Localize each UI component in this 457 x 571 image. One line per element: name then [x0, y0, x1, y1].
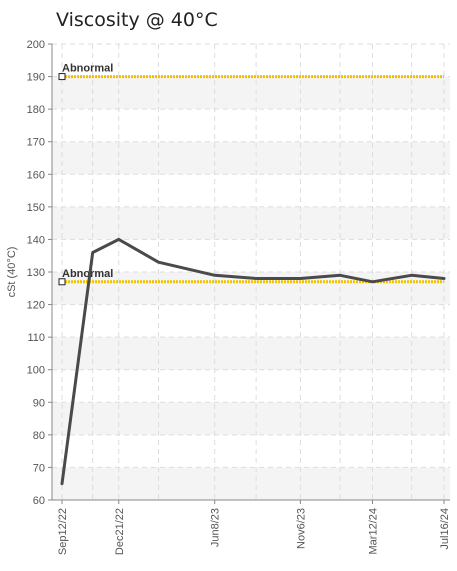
x-tick-label: Mar12/24 [367, 508, 379, 554]
background-band [52, 402, 450, 435]
data-point [117, 238, 120, 241]
axes [48, 43, 450, 504]
y-tick-label: 190 [27, 72, 45, 84]
y-tick-label: 90 [33, 397, 45, 409]
y-tick-label: 100 [27, 365, 45, 377]
x-tick-label: Sep12/22 [57, 508, 69, 555]
background-band [52, 206, 450, 240]
data-point [213, 274, 216, 277]
y-tick-label: 170 [27, 137, 45, 149]
data-point [299, 277, 302, 280]
limit-marker [58, 73, 66, 81]
x-tick-label: Dec21/22 [114, 508, 126, 555]
data-point [410, 274, 413, 277]
background-band [52, 141, 450, 175]
y-tick-label: 150 [27, 202, 45, 214]
x-tick-labels: Sep12/22 Dec21/22 Jun8/23 Nov6/23 Mar12/24 Ju… [57, 508, 451, 555]
x-tick-label: Nov6/23 [295, 508, 307, 549]
limit-marker [58, 278, 66, 286]
y-tick-label: 200 [27, 39, 45, 51]
y-tick-label: 60 [33, 495, 45, 507]
background-band [52, 337, 450, 370]
data-point [254, 277, 258, 280]
data-point [60, 482, 64, 485]
data-point [338, 274, 342, 277]
y-tick-label: 80 [33, 430, 45, 442]
data-point [371, 280, 374, 283]
y-tick-labels: 60 70 80 90 100 110 120 130 140 150 160 170 180 190 20… [27, 39, 45, 507]
data-series [60, 237, 446, 486]
background-bands [52, 76, 450, 500]
data-point [91, 251, 94, 254]
x-tick-label: Jun8/23 [210, 508, 222, 547]
y-tick-label: 120 [27, 300, 45, 312]
limit-label: Abnormal [62, 268, 113, 280]
y-tick-label: 110 [27, 332, 45, 344]
y-tick-label: 160 [27, 169, 45, 181]
y-axis-title: cSt (40°C) [6, 247, 18, 298]
background-band [52, 467, 450, 500]
chart-title: Viscosity @ 40°C [56, 9, 218, 31]
background-band [52, 76, 450, 110]
x-tick-label: Jul16/24 [439, 508, 451, 550]
y-tick-label: 70 [33, 462, 45, 474]
y-tick-label: 180 [27, 104, 45, 116]
y-tick-label: 130 [27, 267, 45, 279]
data-point [442, 277, 446, 280]
data-point [157, 261, 160, 264]
y-tick-label: 140 [27, 234, 45, 246]
limit-label: Abnormal [62, 63, 113, 75]
